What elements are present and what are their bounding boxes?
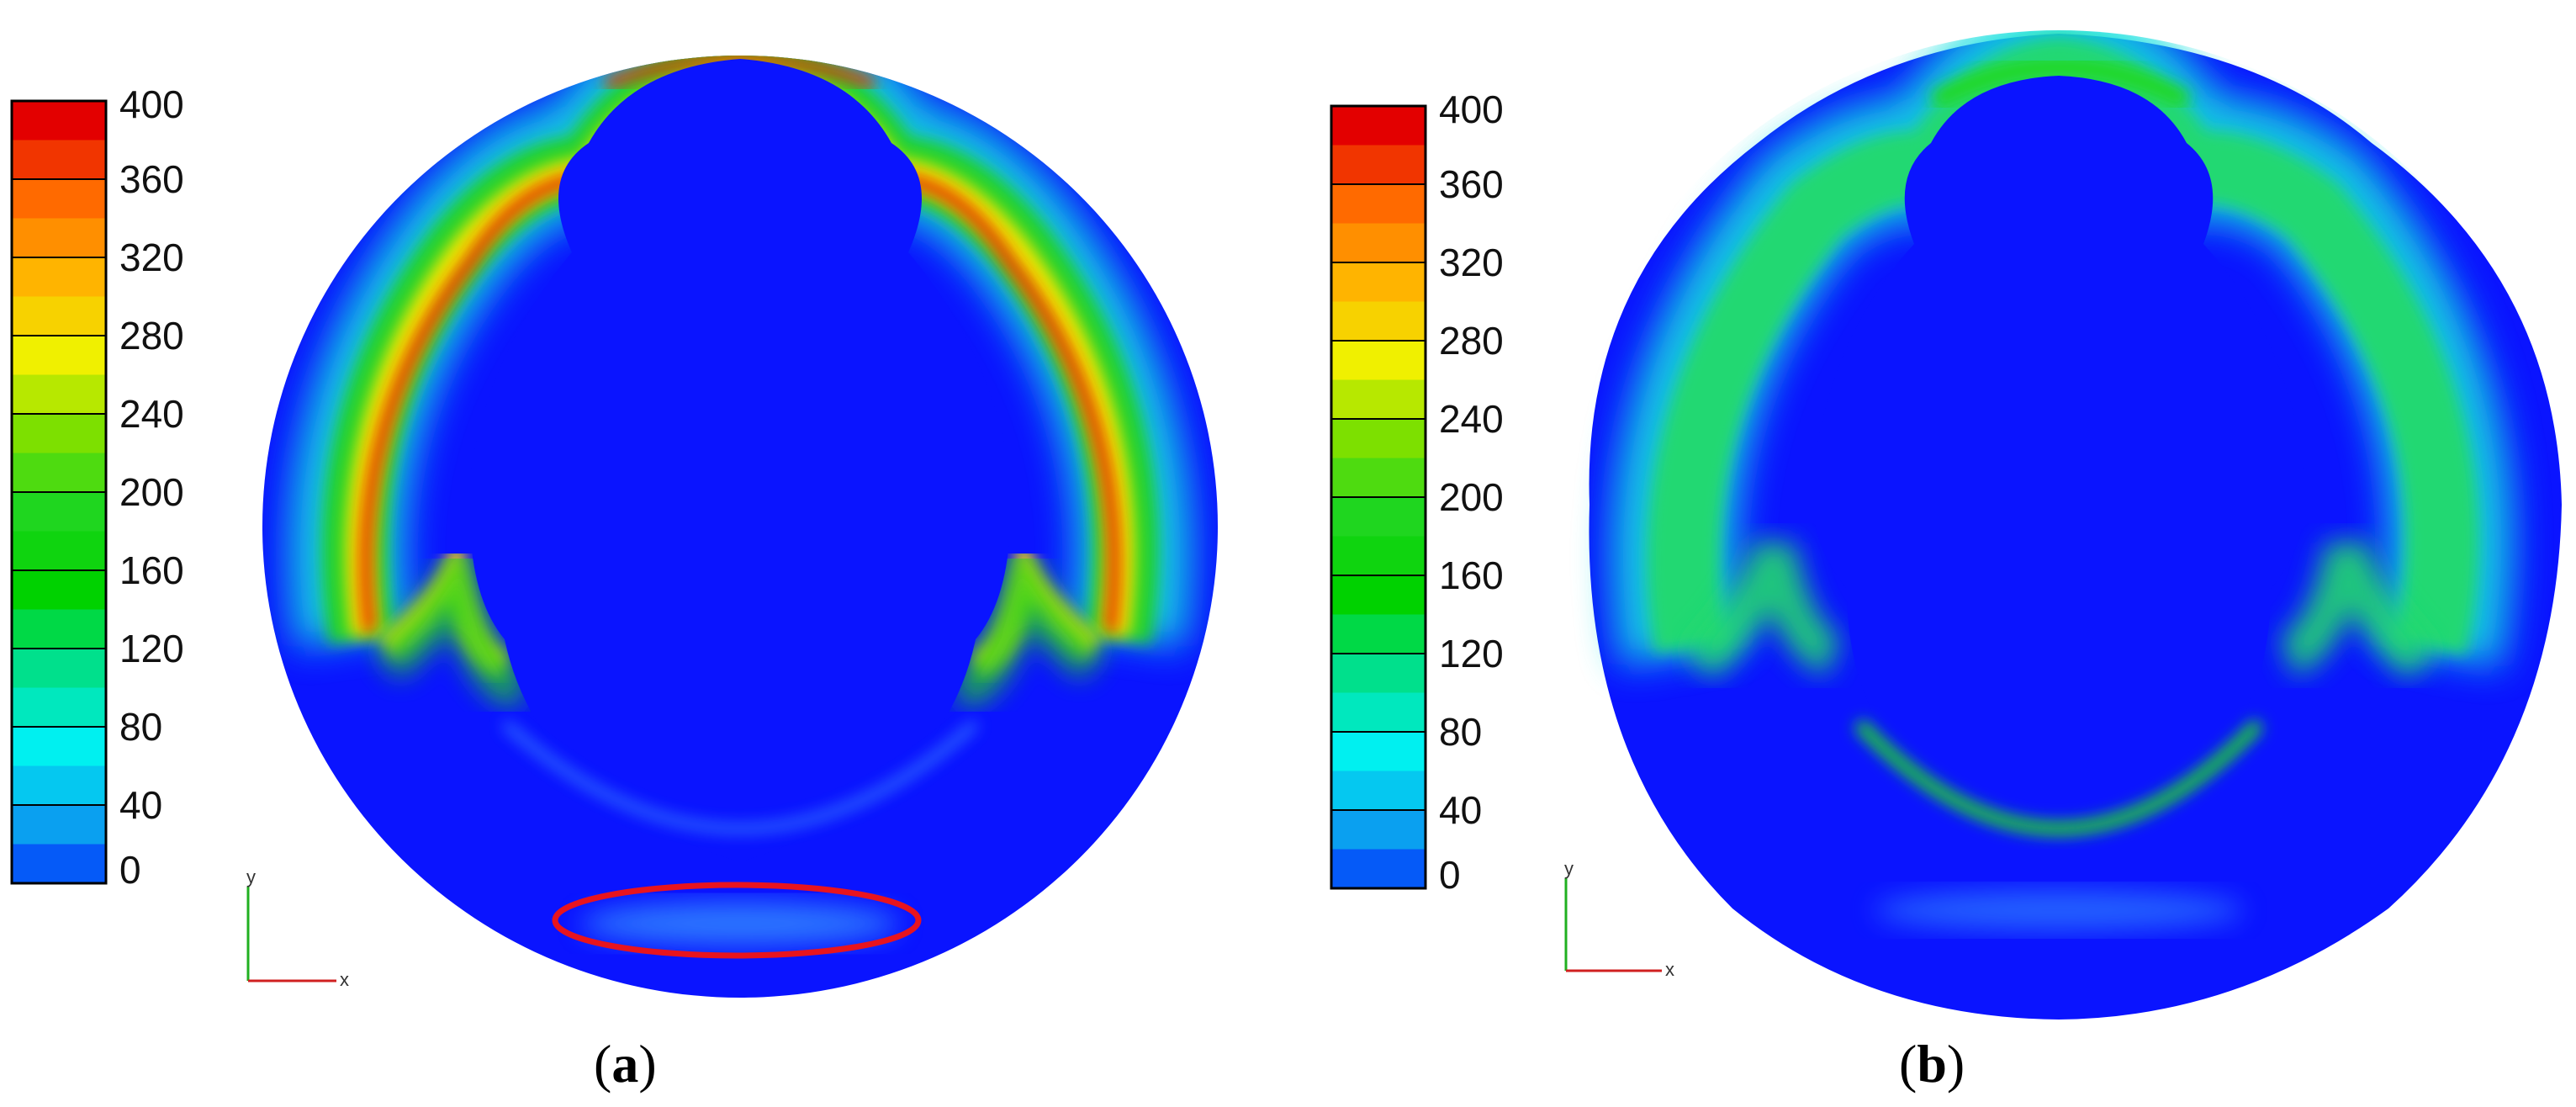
- axis-y-label-a: y: [246, 866, 256, 887]
- contour-plot-a: [262, 56, 1218, 998]
- colorbar-band-blend-a: [12, 687, 106, 728]
- colorbar-band-blend-a: [12, 609, 106, 649]
- colorbar-tick-label-b: 0: [1439, 853, 1461, 897]
- colorbar-tick-label-a: 160: [119, 548, 184, 592]
- colorbar-tick-label-a: 120: [119, 627, 184, 670]
- colorbar-tick-label-b: 80: [1439, 710, 1482, 754]
- colorbar-band-blend-b: [1331, 771, 1426, 811]
- panel-label-b: (b): [1899, 1034, 1965, 1094]
- colorbar-band-blend-a: [12, 218, 106, 258]
- colorbar-band-blend-b: [1331, 614, 1426, 654]
- axis-triad-b: y x: [1564, 858, 1674, 980]
- colorbar-band-blend-b: [1331, 692, 1426, 733]
- colorbar-tick-label-b: 160: [1439, 554, 1504, 597]
- colorbar-band-blend-b: [1331, 849, 1426, 889]
- axis-x-label-a: x: [340, 969, 349, 990]
- colorbar-tick-label-b: 200: [1439, 475, 1504, 519]
- colorbar-band-blend-a: [12, 765, 106, 806]
- colorbar-band-blend-a: [12, 140, 106, 180]
- colorbar-band-blend-a: [12, 531, 106, 571]
- contour-plot-b: [1589, 30, 2562, 1020]
- axis-triad-a: y x: [246, 866, 349, 990]
- colorbar-band-blend-a: [12, 453, 106, 493]
- colorbar-band-blend-b: [1331, 145, 1426, 185]
- colorbar-band-blend-b: [1331, 458, 1426, 498]
- colorbar-tick-label-a: 320: [119, 236, 184, 279]
- axis-x-label-b: x: [1665, 959, 1674, 980]
- colorbar-tick-label-a: 240: [119, 392, 184, 436]
- colorbar-tick-label-b: 280: [1439, 319, 1504, 363]
- colorbar-tick-label-b: 240: [1439, 397, 1504, 441]
- colorbar-tick-label-b: 40: [1439, 788, 1482, 832]
- colorbar-band-blend-b: [1331, 379, 1426, 420]
- colorbar-tick-label-b: 400: [1439, 87, 1504, 131]
- colorbar-tick-label-b: 320: [1439, 241, 1504, 284]
- colorbar-tick-label-b: 120: [1439, 632, 1504, 675]
- colorbar-tick-label-a: 200: [119, 470, 184, 514]
- colorbar-band-blend-b: [1331, 301, 1426, 342]
- colorbar-tick-label-a: 400: [119, 82, 184, 126]
- colorbar-band-blend-a: [12, 374, 106, 415]
- colorbar-band-blend-a: [12, 844, 106, 884]
- colorbar-tick-label-a: 0: [119, 848, 141, 892]
- axis-y-label-b: y: [1564, 858, 1574, 879]
- colorbar-tick-label-a: 360: [119, 157, 184, 201]
- panel-label-a: (a): [594, 1034, 657, 1094]
- colorbar-band-blend-b: [1331, 223, 1426, 263]
- colorbar-tick-label-a: 280: [119, 314, 184, 358]
- colorbar-band-blend-b: [1331, 536, 1426, 576]
- colorbar-band-blend-a: [12, 296, 106, 336]
- colorbar-tick-label-a: 80: [119, 705, 162, 749]
- highlight-ellipse: [552, 882, 922, 959]
- colorbar-tick-label-a: 40: [119, 783, 162, 827]
- colorbar-tick-label-b: 360: [1439, 162, 1504, 206]
